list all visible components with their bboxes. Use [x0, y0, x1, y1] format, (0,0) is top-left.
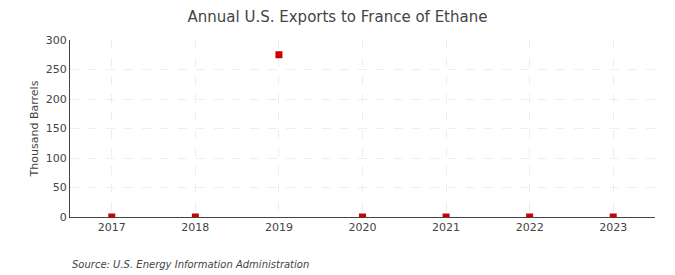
svg-text:2019: 2019 [265, 221, 293, 234]
svg-text:2023: 2023 [599, 221, 627, 234]
svg-text:250: 250 [46, 63, 67, 76]
svg-text:2022: 2022 [516, 221, 544, 234]
svg-text:2017: 2017 [98, 221, 126, 234]
svg-text:2021: 2021 [432, 221, 460, 234]
svg-text:50: 50 [53, 181, 67, 194]
svg-text:0: 0 [60, 211, 67, 224]
svg-text:200: 200 [46, 93, 67, 106]
svg-text:2018: 2018 [181, 221, 209, 234]
svg-text:2020: 2020 [349, 221, 377, 234]
svg-text:100: 100 [46, 152, 67, 165]
svg-text:150: 150 [46, 122, 67, 135]
svg-text:Annual U.S. Exports to France: Annual U.S. Exports to France of Ethane [188, 8, 488, 26]
svg-text:300: 300 [46, 34, 67, 47]
svg-text:Thousand Barrels: Thousand Barrels [28, 80, 41, 177]
svg-text:Source: U.S. Energy Informatio: Source: U.S. Energy Information Administ… [72, 259, 309, 270]
